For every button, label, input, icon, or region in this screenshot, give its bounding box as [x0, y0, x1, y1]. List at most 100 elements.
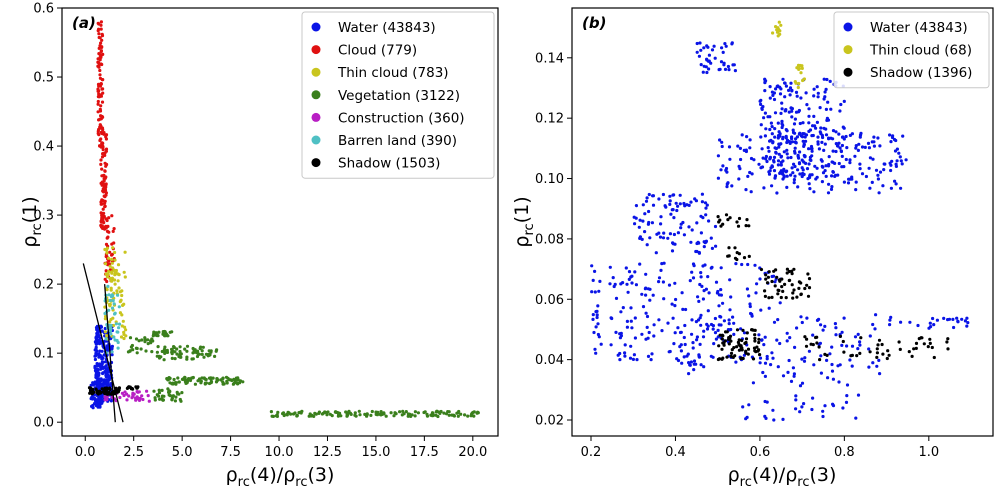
data-point [759, 308, 763, 312]
data-point [778, 92, 783, 96]
data-point [88, 388, 93, 392]
data-point [699, 231, 704, 235]
data-point [733, 354, 737, 358]
data-point [720, 144, 724, 149]
data-point [153, 398, 157, 402]
data-point [157, 356, 162, 360]
data-point [810, 149, 814, 153]
data-point [726, 254, 730, 258]
data-point [709, 322, 714, 327]
data-point [716, 154, 721, 158]
data-point [109, 332, 113, 336]
data-point [877, 338, 882, 342]
y-ticks-a: 0.0 0.1 0.2 0.3 0.4 0.5 0.6 [33, 2, 62, 431]
data-point [790, 109, 794, 113]
data-point [644, 337, 648, 341]
data-point [107, 308, 111, 312]
data-point [791, 128, 795, 132]
data-point [734, 360, 738, 364]
data-point [860, 172, 865, 176]
data-point [792, 178, 797, 182]
data-point [97, 118, 101, 122]
data-point [705, 327, 710, 331]
data-point [737, 342, 741, 347]
data-point [697, 354, 701, 358]
data-point [659, 268, 663, 272]
data-point [793, 117, 798, 121]
legend-marker [311, 135, 321, 145]
data-point [835, 144, 840, 148]
data-point [645, 325, 649, 329]
data-point [786, 370, 790, 374]
data-point [674, 297, 678, 302]
data-point [704, 287, 709, 291]
data-point [868, 156, 873, 160]
data-point [99, 82, 103, 86]
data-point [208, 353, 212, 357]
legend-a: Water (43843) Cloud (779) Thin cloud (783)… [301, 11, 495, 179]
data-point [472, 414, 476, 418]
data-point [833, 161, 837, 165]
data-point [751, 328, 756, 332]
data-point [650, 221, 655, 225]
data-point [595, 313, 599, 317]
data-point [893, 149, 898, 153]
data-point [800, 158, 804, 162]
data-point [912, 347, 916, 351]
data-point [96, 329, 100, 333]
x-ticks-b: 0.2 0.4 0.6 0.8 1.0 [581, 436, 939, 460]
data-point [871, 361, 875, 365]
data-point [785, 129, 789, 133]
data-point [678, 330, 683, 335]
data-point [103, 169, 107, 173]
data-point [599, 342, 603, 346]
data-point [105, 275, 109, 279]
data-point [202, 355, 206, 359]
data-point [856, 332, 860, 336]
data-point [110, 252, 114, 256]
data-point [99, 137, 103, 141]
data-point [863, 145, 867, 149]
data-point [899, 186, 903, 190]
data-point [700, 200, 705, 204]
data-point [97, 334, 101, 338]
data-point [797, 280, 802, 284]
data-point [820, 180, 825, 184]
data-point [378, 412, 382, 416]
data-point [823, 90, 827, 94]
data-point [590, 290, 594, 294]
x-tick-label: 0.0 [75, 445, 96, 460]
data-point [110, 350, 114, 354]
x-tick-label: 17.5 [410, 445, 439, 460]
data-point [103, 262, 108, 266]
data-point [668, 202, 672, 206]
data-point [755, 282, 759, 286]
data-point [744, 340, 748, 345]
data-point [809, 147, 814, 151]
data-point [952, 325, 956, 330]
data-point [117, 386, 121, 390]
data-point [623, 351, 627, 355]
data-point [339, 414, 343, 418]
data-point [96, 110, 100, 114]
data-point [130, 396, 134, 400]
data-point [844, 134, 848, 139]
data-point [96, 29, 100, 33]
data-point [646, 354, 651, 358]
data-point [108, 386, 112, 390]
data-point [134, 398, 138, 402]
data-point [757, 337, 761, 341]
data-point [101, 87, 105, 91]
data-point [135, 386, 139, 390]
data-point [105, 236, 109, 240]
data-point [103, 398, 107, 402]
data-point [100, 100, 105, 104]
data-point [761, 105, 765, 109]
data-point [116, 346, 120, 350]
data-point [139, 347, 143, 351]
data-point [119, 335, 124, 339]
data-point [660, 329, 664, 333]
data-point [131, 391, 135, 395]
data-point [127, 394, 131, 398]
data-point [706, 45, 710, 49]
